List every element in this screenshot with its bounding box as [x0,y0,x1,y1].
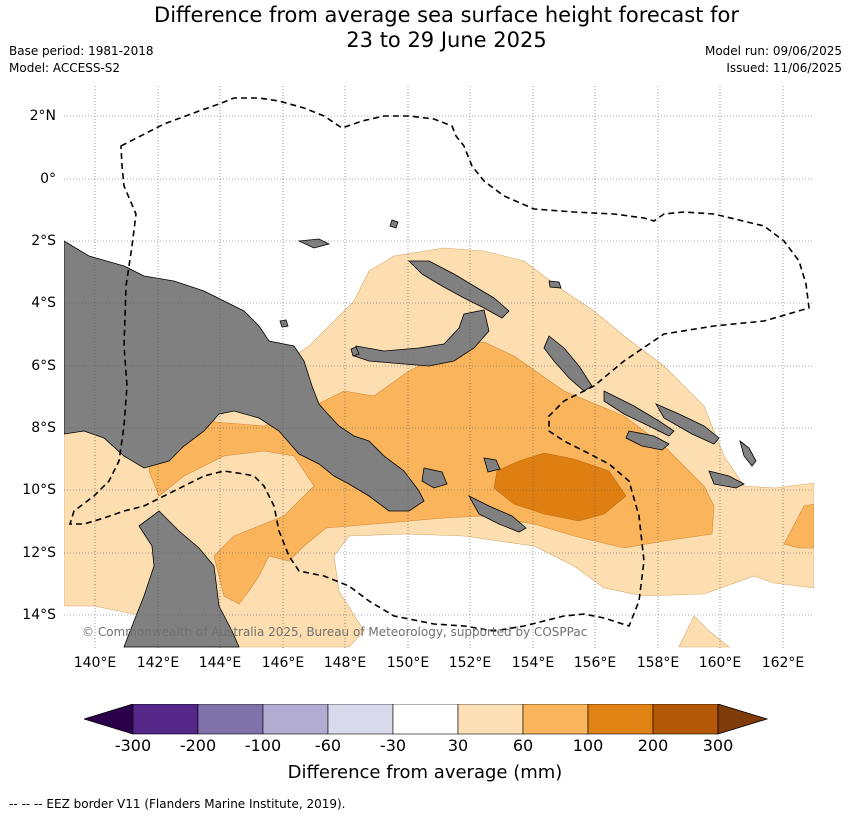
map-copyright: © Commonwealth of Australia 2025, Bureau… [82,625,587,639]
meta-right: Model run: 09/06/2025 Issued: 11/06/2025 [705,43,842,77]
lon-label-160e: 160°E [698,655,742,671]
contour-60-100-east-patch [783,503,814,549]
colorbar-bin-9 [652,704,719,735]
land-solomons-chain-2 [655,403,720,445]
title-line-1: Difference from average sea surface heig… [154,3,739,27]
colorbar-tick-8: 100 [572,736,604,755]
lon-label-144e: 144°E [198,655,242,671]
colorbar-tick-1: -300 [114,736,152,755]
colorbar-extend-high [717,704,768,735]
lat-label-10s: 10°S [22,482,56,498]
land-fergusson [421,467,448,489]
colorbar-tick-7: 60 [512,736,534,755]
colorbar-tick-9: 200 [637,736,669,755]
land-manus [297,238,331,249]
colorbar-bin-2 [197,704,264,735]
land-makira [708,470,745,489]
land-guadalcanal [625,430,670,451]
lon-label-162e: 162°E [761,655,805,671]
sea-surface-height-map: © Commonwealth of Australia 2025, Bureau… [64,86,814,648]
land-islet-3 [279,319,289,328]
land-vanuatu-north [739,439,757,467]
lat-label-0: 0° [40,171,56,187]
model-name: Model: ACCESS-S2 [9,61,121,75]
colorbar-bin-7 [522,704,589,735]
lon-label-156e: 156°E [573,655,617,671]
lon-label-142e: 142°E [136,655,180,671]
lat-label-8s: 8°S [31,420,56,436]
colorbar-extend-low [84,704,134,735]
contour-100-200mm [493,452,627,522]
colorbar-bin-6 [457,704,524,735]
map-title: Difference from average sea surface heig… [0,3,850,53]
lon-label-154e: 154°E [511,655,555,671]
colorbar-bin-1 [132,704,199,735]
base-period: Base period: 1981-2018 [9,44,154,58]
eez-border [68,97,810,632]
colorbar-bin-3 [262,704,329,735]
graticule [64,86,814,648]
model-run: Model run: 09/06/2025 [704,44,842,58]
title-line-2: 23 to 29 June 2025 [346,28,547,52]
lon-label-148e: 148°E [323,655,367,671]
land-islet-2 [350,346,360,357]
colorbar-bin-4 [327,704,394,735]
land-new-britain [353,309,490,367]
lat-label-2s: 2°S [31,233,56,249]
colorbar-bin-8 [587,704,654,735]
lat-label-6s: 6°S [31,358,56,374]
lat-label-2n: 2°N [29,108,56,124]
lat-label-12s: 12°S [22,545,56,561]
lon-label-152e: 152°E [448,655,492,671]
land-islet-4 [548,280,562,289]
colorbar-tick-10: 300 [702,736,734,755]
lat-label-4s: 4°S [31,295,56,311]
land-new-guinea [64,240,425,512]
contour-30-60-south-patch [678,615,730,648]
contour-100-200-main [493,452,627,522]
colorbar-title: Difference from average (mm) [287,762,563,783]
colorbar-tick-3: -100 [244,736,282,755]
lon-label-158e: 158°E [636,655,680,671]
land-louisiade [468,495,527,533]
eez-legend-note: -- -- -- EEZ border V11 (Flanders Marine… [9,797,346,811]
land-cape-york [123,510,240,648]
colorbar [84,704,768,735]
issued-date: Issued: 11/06/2025 [726,61,842,75]
land-solomons-chain-1 [603,390,675,437]
land-masses [64,219,757,648]
meta-left: Base period: 1981-2018 Model: ACCESS-S2 [9,43,154,77]
land-normanby [483,457,501,473]
colorbar-tick-5: -30 [379,736,407,755]
land-new-ireland [408,260,510,319]
land-islet-1 [389,219,399,229]
colorbar-tick-2: -200 [179,736,217,755]
lon-label-140e: 140°E [73,655,117,671]
colorbar-tick-6: 30 [447,736,469,755]
colorbar-tick-4: -60 [314,736,342,755]
colorbar-bin-5 [392,704,459,735]
lon-label-150e: 150°E [386,655,430,671]
lat-label-14s: 14°S [22,607,56,623]
lon-label-146e: 146°E [261,655,305,671]
